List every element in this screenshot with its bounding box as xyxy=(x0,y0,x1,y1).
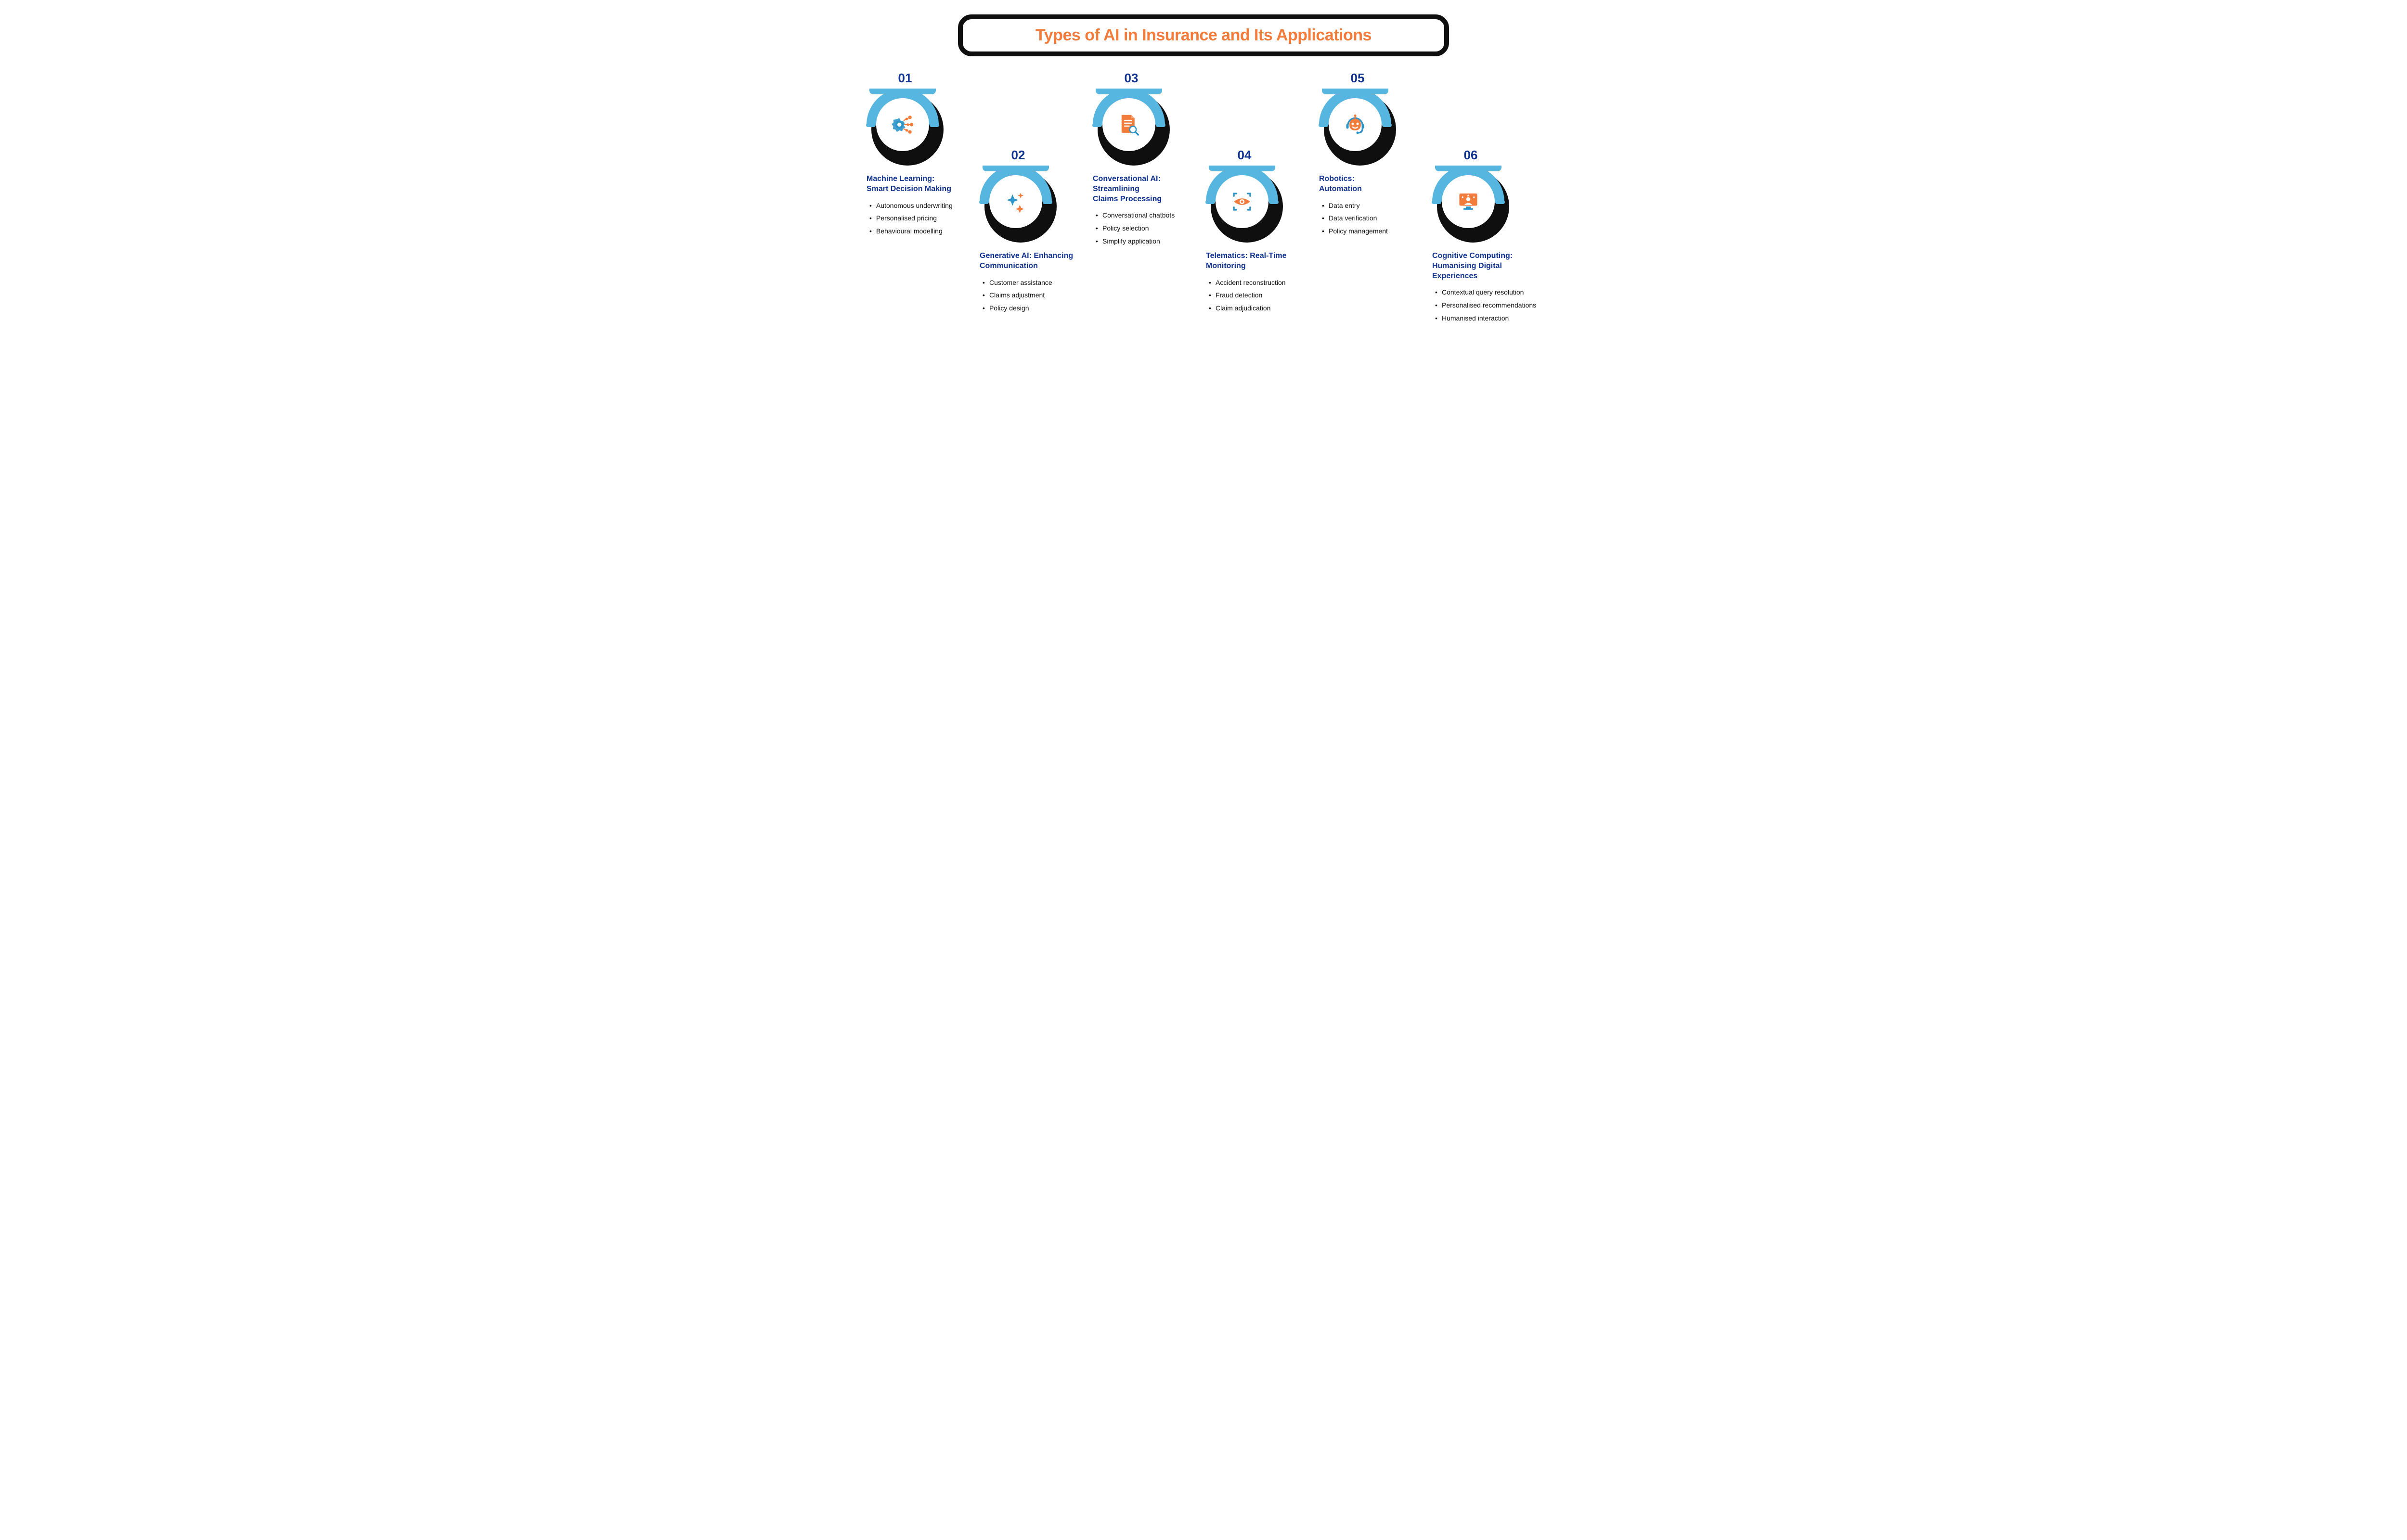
robot-headset-icon xyxy=(1342,112,1368,138)
arc-cap xyxy=(1319,123,1328,127)
badge xyxy=(1206,166,1283,243)
monitor-person-icon xyxy=(1455,189,1481,215)
bullet-item: Customer assistance xyxy=(983,276,1088,289)
card-heading: Machine Learning:Smart Decision Making xyxy=(867,174,975,194)
bullet-item: Conversational chatbots xyxy=(1096,209,1201,222)
card-number: 05 xyxy=(1319,71,1396,86)
arc-cap xyxy=(866,123,876,127)
card-heading: Conversational AI: StreamliningClaims Pr… xyxy=(1093,174,1201,204)
arc-cap xyxy=(1382,123,1392,127)
bullet-item: Policy design xyxy=(983,302,1088,315)
arc-cap xyxy=(1156,123,1165,127)
card-number: 03 xyxy=(1093,71,1170,86)
card-06: 06 Cognitive Computing:Humanising Digita… xyxy=(1432,148,1540,324)
bullet-item: Personalised pricing xyxy=(869,212,975,225)
badge-inner xyxy=(989,175,1042,228)
card-bullets: Contextual query resolutionPersonalised … xyxy=(1432,286,1540,324)
bullet-item: Accident reconstruction xyxy=(1209,276,1314,289)
bullet-item: Contextual query resolution xyxy=(1435,286,1540,299)
bullet-item: Humanised interaction xyxy=(1435,312,1540,325)
bullet-item: Fraud detection xyxy=(1209,289,1314,302)
card-bullets: Autonomous underwritingPersonalised pric… xyxy=(867,199,975,238)
card-03: 03 Conversational AI: StreamliningClaims… xyxy=(1093,71,1201,247)
title-box: Types of AI in Insurance and Its Applica… xyxy=(958,14,1449,56)
card-heading: Generative AI: EnhancingCommunication xyxy=(980,251,1088,271)
card-01: 01 Machine Learning:Smart Decision Makin… xyxy=(867,71,975,237)
sparkles-icon xyxy=(1003,189,1029,215)
bullet-item: Autonomous underwriting xyxy=(869,199,975,212)
card-heading: Robotics:Automation xyxy=(1319,174,1427,194)
cards-grid: 01 Machine Learning:Smart Decision Makin… xyxy=(867,71,1540,324)
arc-cap xyxy=(1092,123,1102,127)
card-bullets: Customer assistanceClaims adjustmentPoli… xyxy=(980,276,1088,315)
bullet-item: Data entry xyxy=(1322,199,1427,212)
badge xyxy=(980,166,1057,243)
arc-cap xyxy=(1432,200,1441,204)
arc-cap xyxy=(1205,200,1215,204)
badge xyxy=(867,89,944,166)
bullet-item: Claim adjudication xyxy=(1209,302,1314,315)
card-bullets: Data entryData verificationPolicy manage… xyxy=(1319,199,1427,238)
card-heading: Cognitive Computing:Humanising Digital E… xyxy=(1432,251,1540,281)
bullet-item: Policy selection xyxy=(1096,222,1201,235)
arc-cap xyxy=(979,200,989,204)
page-title: Types of AI in Insurance and Its Applica… xyxy=(974,26,1433,45)
bullet-item: Personalised recommendations xyxy=(1435,299,1540,312)
badge-inner xyxy=(1216,175,1268,228)
badge-inner xyxy=(1102,98,1155,151)
card-02: 02 Generative AI: EnhancingCommunication… xyxy=(980,148,1088,314)
badge xyxy=(1319,89,1396,166)
doc-search-icon xyxy=(1116,112,1142,138)
eye-scan-icon xyxy=(1229,189,1255,215)
badge xyxy=(1093,89,1170,166)
card-number: 06 xyxy=(1432,148,1509,163)
card-bullets: Accident reconstructionFraud detectionCl… xyxy=(1206,276,1314,315)
card-number: 04 xyxy=(1206,148,1283,163)
card-number: 02 xyxy=(980,148,1057,163)
badge-inner xyxy=(1442,175,1495,228)
bullet-item: Data verification xyxy=(1322,212,1427,225)
bullet-item: Behavioural modelling xyxy=(869,225,975,238)
arc-cap xyxy=(1269,200,1279,204)
card-bullets: Conversational chatbotsPolicy selectionS… xyxy=(1093,209,1201,247)
gear-network-icon xyxy=(890,112,916,138)
card-heading: Telematics: Real-TimeMonitoring xyxy=(1206,251,1314,271)
arc-cap xyxy=(1495,200,1505,204)
arc-cap xyxy=(1043,200,1052,204)
bullet-item: Simplify application xyxy=(1096,235,1201,248)
card-number: 01 xyxy=(867,71,944,86)
badge-inner xyxy=(1329,98,1382,151)
card-05: 05 Robotics:Automation Data entryData ver… xyxy=(1319,71,1427,237)
bullet-item: Claims adjustment xyxy=(983,289,1088,302)
bullet-item: Policy management xyxy=(1322,225,1427,238)
arc-cap xyxy=(930,123,939,127)
card-04: 04 Telematics: Real-TimeMonitoring Accide… xyxy=(1206,148,1314,314)
badge xyxy=(1432,166,1509,243)
badge-inner xyxy=(876,98,929,151)
